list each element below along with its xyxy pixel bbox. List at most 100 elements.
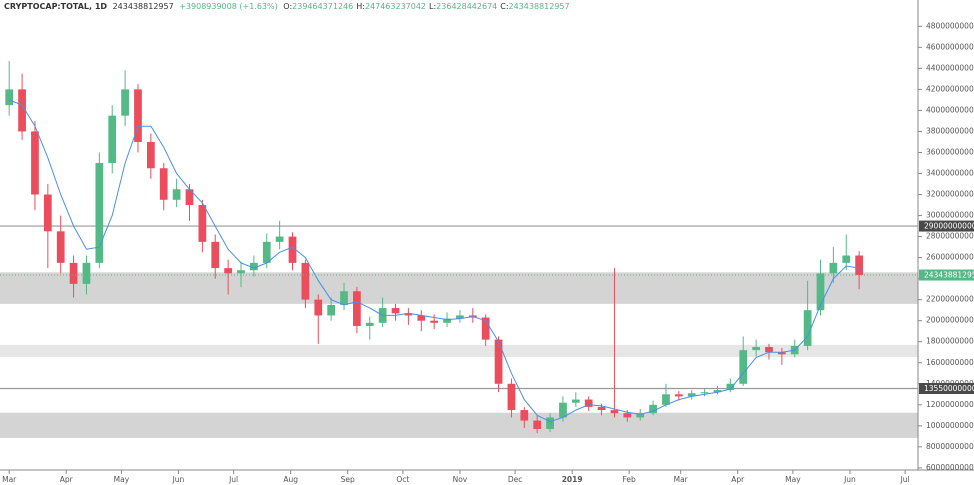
candle-body — [31, 131, 39, 195]
candle-body — [610, 410, 619, 414]
candle-body — [159, 168, 168, 200]
y-tick-label: 120000000000 — [926, 400, 974, 409]
y-tick-label: 320000000000 — [926, 190, 974, 199]
candle-body — [250, 262, 258, 271]
last-price: 243438812957 — [112, 2, 174, 11]
ohlc-label: H: — [356, 2, 365, 11]
ohlc-value: 239464371246 — [292, 2, 354, 11]
ohlc-label: C: — [500, 2, 509, 11]
y-tick-label: 460000000000 — [926, 42, 974, 51]
x-tick-label: Jul — [228, 475, 238, 484]
candle-body — [69, 262, 78, 284]
candle-body — [533, 420, 542, 429]
candle-body — [5, 89, 14, 106]
candle-body — [121, 89, 129, 116]
candle-body — [700, 392, 709, 394]
candle-body — [404, 313, 413, 316]
y-tick-label: 100000000000 — [926, 421, 974, 430]
candle-body — [687, 393, 696, 397]
y-tick-label: 360000000000 — [926, 147, 974, 156]
candle-body — [636, 413, 645, 418]
candle-body — [494, 339, 503, 384]
ohlc-value: 243438812957 — [508, 2, 570, 11]
ohlc-label: L: — [429, 2, 437, 11]
y-tick-label: 200000000000 — [926, 316, 974, 325]
candle-body — [95, 162, 104, 263]
candle-body — [778, 352, 786, 355]
candle-body — [662, 394, 670, 405]
level-label: 135500000000 — [924, 384, 974, 393]
candle-body — [430, 320, 439, 323]
y-tick-label: 380000000000 — [926, 126, 974, 135]
y-tick-label: 440000000000 — [926, 63, 974, 72]
moving-average — [9, 99, 860, 423]
header: CRYPTOCAP:TOTAL, 1D 243438812957 +390893… — [4, 2, 576, 11]
candle-body — [353, 291, 361, 326]
level-box — [919, 220, 974, 232]
candle-body — [365, 322, 374, 326]
y-tick-label: 220000000000 — [926, 295, 974, 304]
x-tick-label: Mar — [2, 475, 17, 484]
ohlc-value: 236428442674 — [436, 2, 498, 11]
candle-body — [816, 273, 825, 311]
candle-body — [314, 299, 323, 316]
candle-body — [842, 255, 851, 263]
y-tick-label: 80000000000 — [926, 442, 974, 451]
candle-body — [507, 383, 516, 411]
candle-body — [584, 399, 593, 407]
candle-body — [275, 236, 284, 242]
candle-body — [855, 255, 863, 276]
candle-body — [443, 318, 451, 323]
x-tick-label: Dec — [508, 475, 523, 484]
candle-body — [803, 310, 812, 346]
y-tick-label: 60000000000 — [926, 463, 974, 472]
y-tick-label: 480000000000 — [926, 21, 974, 30]
candle-body — [623, 413, 632, 418]
x-tick-label: Jul — [900, 475, 910, 484]
candle-body — [43, 194, 52, 232]
candle-body — [108, 115, 117, 163]
level-box — [919, 383, 974, 395]
candle-body — [829, 262, 838, 274]
candle-body — [146, 141, 155, 169]
candle-body — [198, 205, 207, 242]
candle-body — [82, 262, 91, 284]
y-tick-label: 420000000000 — [926, 84, 974, 93]
candle-body — [765, 346, 773, 353]
symbol-title: CRYPTOCAP:TOTAL, 1D — [4, 2, 108, 11]
candle-body — [134, 89, 142, 142]
candle-body — [674, 394, 683, 397]
y-tick-label: 280000000000 — [926, 232, 974, 241]
y-tick-label: 180000000000 — [926, 337, 974, 346]
candle-body — [713, 390, 722, 393]
candle-body — [237, 270, 245, 274]
y-tick-label: 340000000000 — [926, 168, 974, 177]
x-tick-label: Mar — [674, 475, 689, 484]
candle-body — [571, 399, 580, 403]
y-tick-label: 260000000000 — [926, 253, 974, 262]
x-tick-label: Jun — [172, 475, 185, 484]
x-tick-label: Feb — [623, 475, 637, 484]
candle-body — [301, 262, 310, 300]
last-price-label: 243438812957 — [924, 271, 974, 280]
candle-body — [262, 241, 271, 263]
candle-body — [56, 231, 65, 263]
candle-body — [417, 315, 426, 321]
candle-body — [456, 315, 464, 319]
candle-body — [559, 402, 567, 418]
y-tick-label: 400000000000 — [926, 105, 974, 114]
candle-body — [172, 189, 181, 200]
x-tick-label: May — [785, 475, 801, 484]
price-zone — [0, 412, 918, 438]
x-tick-label: Jun — [843, 475, 856, 484]
ohlc-label: O: — [283, 2, 293, 11]
y-tick-label: 160000000000 — [926, 358, 974, 367]
candle-body — [520, 410, 529, 421]
x-tick-label: Apr — [60, 475, 74, 484]
candle-body — [481, 317, 490, 340]
candle-body — [726, 383, 735, 391]
candle-body — [752, 346, 760, 351]
candle-body — [739, 350, 748, 384]
